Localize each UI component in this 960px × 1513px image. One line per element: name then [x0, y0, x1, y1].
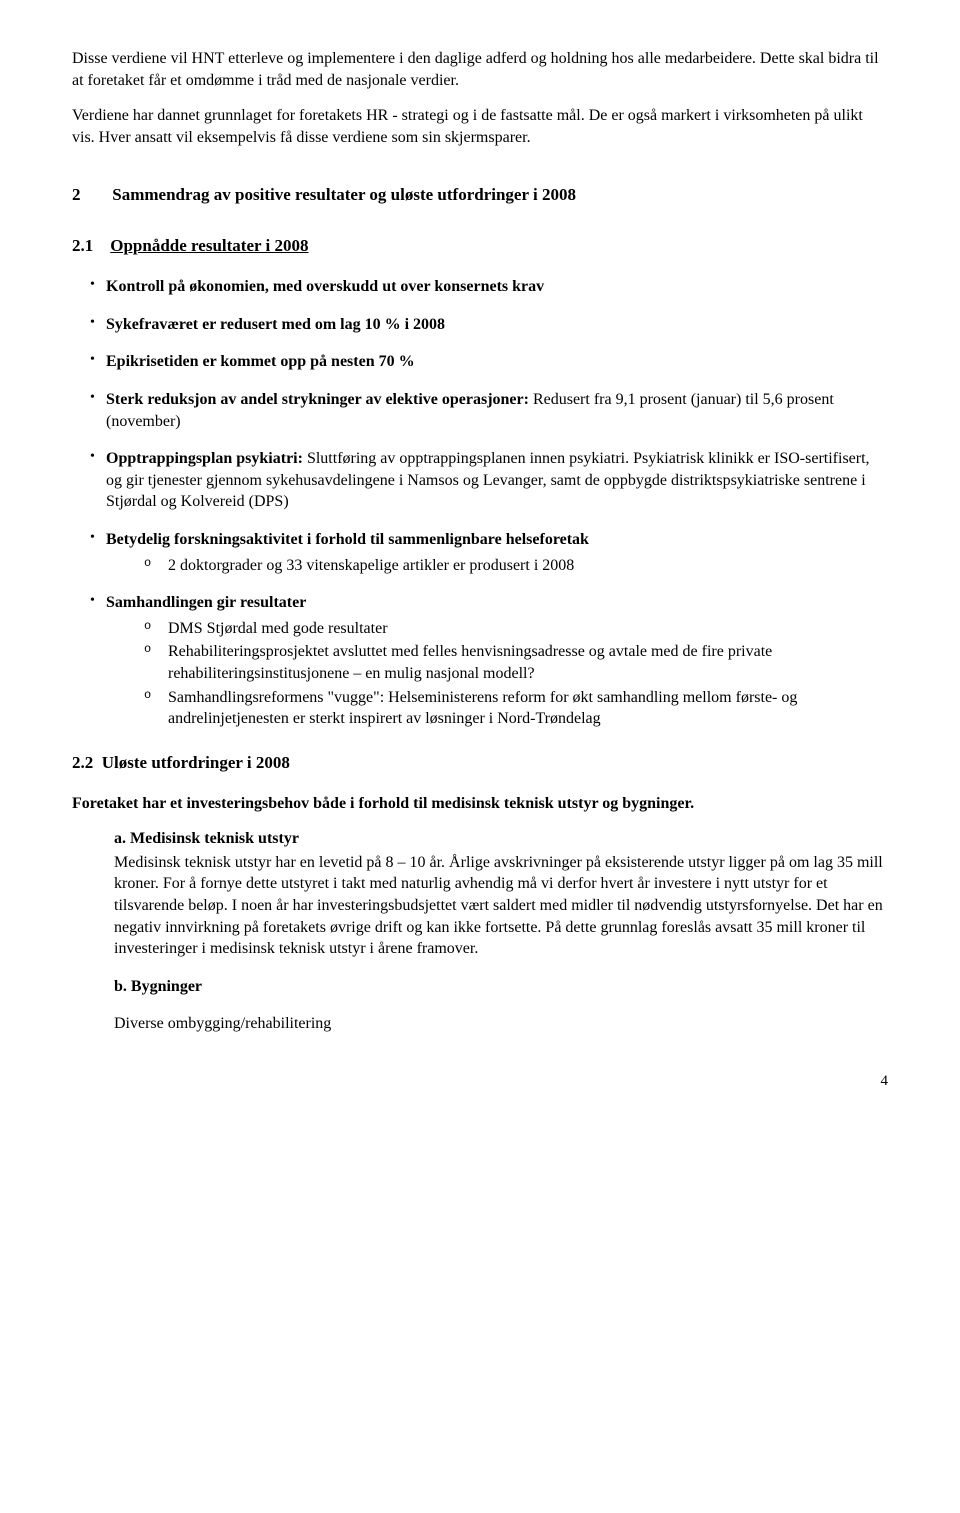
section-2-2-lead: Foretaket har et investeringsbehov både …	[72, 793, 888, 815]
result-item-2: Sykefraværet er redusert med om lag 10 %…	[90, 314, 888, 336]
result-item-1: Kontroll på økonomien, med overskudd ut …	[90, 276, 888, 298]
section-2-1-title: Oppnådde resultater i 2008	[110, 236, 308, 255]
section-2-number: 2	[72, 184, 108, 207]
result-item-5: Opptrappingsplan psykiatri: Sluttføring …	[90, 448, 888, 513]
results-list: Kontroll på økonomien, med overskudd ut …	[72, 276, 888, 730]
section-2-1-number: 2.1	[72, 236, 93, 255]
result-item-7-sub-3: Samhandlingsreformens "vugge": Helsemini…	[144, 687, 888, 730]
intro-paragraph-1: Disse verdiene vil HNT etterleve og impl…	[72, 48, 888, 91]
result-item-4: Sterk reduksjon av andel strykninger av …	[90, 389, 888, 432]
intro-paragraph-2: Verdiene har dannet grunnlaget for foret…	[72, 105, 888, 148]
result-item-7-sublist: DMS Stjørdal med gode resultater Rehabil…	[106, 618, 888, 730]
result-item-3: Epikrisetiden er kommet opp på nesten 70…	[90, 351, 888, 373]
challenge-b: b. Bygninger	[114, 976, 888, 998]
result-item-6-sub-1: 2 doktorgrader og 33 vitenskapelige arti…	[144, 555, 888, 577]
challenge-a-label: a. Medisinsk teknisk utstyr	[114, 828, 888, 850]
challenge-b-body: Diverse ombygging/rehabilitering	[114, 1013, 888, 1035]
section-2-2-heading: 2.2 Uløste utfordringer i 2008	[72, 752, 888, 775]
result-item-6: Betydelig forskningsaktivitet i forhold …	[90, 529, 888, 576]
section-2-1-heading: 2.1 Oppnådde resultater i 2008	[72, 235, 888, 258]
section-2-2-number: 2.2	[72, 753, 93, 772]
challenge-b-label: b. Bygninger	[114, 976, 888, 998]
result-item-7-sub-2: Rehabiliteringsprosjektet avsluttet med …	[144, 641, 888, 684]
challenge-a: a. Medisinsk teknisk utstyr Medisinsk te…	[114, 828, 888, 960]
section-2-title: Sammendrag av positive resultater og ulø…	[112, 185, 576, 204]
result-item-7: Samhandlingen gir resultater DMS Stjørda…	[90, 592, 888, 730]
section-2-2-title: Uløste utfordringer i 2008	[102, 753, 290, 772]
challenge-a-body: Medisinsk teknisk utstyr har en levetid …	[114, 852, 888, 960]
page-number: 4	[72, 1071, 888, 1091]
result-item-7-sub-1: DMS Stjørdal med gode resultater	[144, 618, 888, 640]
section-2-heading: 2 Sammendrag av positive resultater og u…	[72, 184, 888, 207]
result-item-6-sublist: 2 doktorgrader og 33 vitenskapelige arti…	[106, 555, 888, 577]
